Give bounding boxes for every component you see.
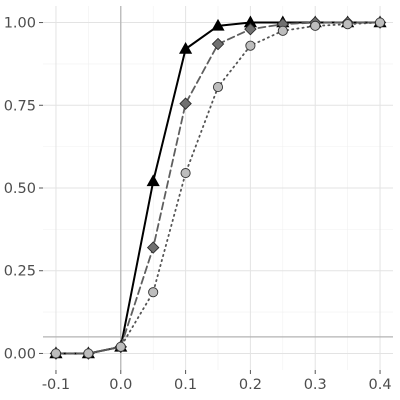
data-point-triangle [146, 174, 160, 187]
data-point-triangle [211, 18, 225, 31]
data-point-circle [180, 168, 191, 179]
x-tick-label: 0.1 [174, 377, 197, 393]
x-tick-label: -0.1 [42, 377, 70, 393]
x-axis: -0.1 0.0 0.1 0.2 0.3 0.4 [42, 370, 392, 393]
data-point-diamond [179, 97, 192, 110]
y-tick-label: 0.50 [4, 181, 36, 197]
data-point-circle [374, 17, 386, 28]
series-3 [50, 17, 386, 359]
y-tick-label: 1.00 [4, 16, 36, 32]
data-point-triangle [179, 41, 193, 54]
data-point-circle [277, 25, 288, 36]
series-layer [49, 15, 387, 360]
x-tick-label: 0.3 [304, 377, 327, 393]
data-point-diamond [146, 241, 160, 254]
data-point-circle [310, 20, 321, 31]
data-point-diamond [244, 22, 257, 36]
data-point-circle [50, 348, 62, 359]
data-point-circle [212, 82, 224, 93]
y-tick-label: 0.00 [4, 346, 36, 362]
y-axis: 0.00 0.25 0.50 0.75 1.00 [4, 16, 43, 362]
y-tick-label: 0.25 [4, 264, 36, 280]
x-tick-label: 0.4 [369, 377, 392, 393]
x-tick-label: 0.2 [239, 377, 262, 393]
data-point-circle [115, 341, 126, 352]
x-tick-label: 0.0 [109, 377, 132, 393]
reference-lines [43, 6, 393, 370]
data-point-circle [245, 40, 256, 51]
data-point-diamond [211, 37, 225, 51]
y-tick-label: 0.75 [4, 98, 36, 114]
data-point-circle [342, 19, 353, 30]
data-point-circle [83, 348, 94, 359]
data-point-circle [148, 287, 159, 298]
